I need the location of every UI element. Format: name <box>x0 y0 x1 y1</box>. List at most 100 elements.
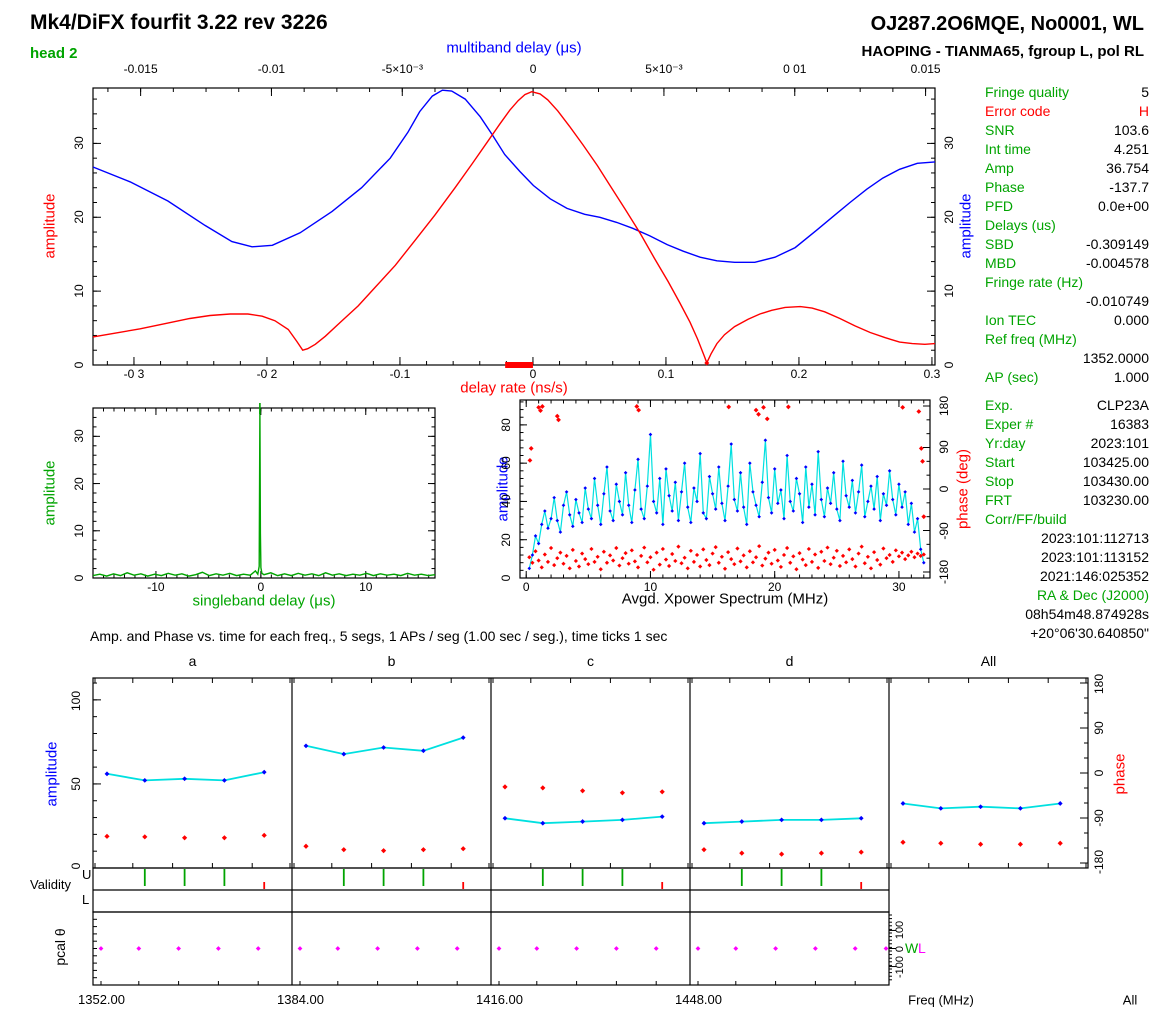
sidebar-row: MBD -0.004578 <box>985 254 1149 273</box>
sidebar-row-value: -0.010749 <box>1085 293 1149 309</box>
sidebar-row-label: Exper # <box>985 416 1034 432</box>
sidebar-row-label: FRT <box>985 492 1012 508</box>
tick-label: 20 <box>942 210 956 224</box>
tick-label: 20 <box>768 580 782 594</box>
sidebar-row: AP (sec) 1.000 <box>985 368 1149 387</box>
xpower-spectrum-axis-label: Avgd. Xpower Spectrum (MHz) <box>621 590 829 608</box>
sidebar-row-label: MBD <box>985 255 1017 271</box>
sidebar-row-value: 5 <box>1141 84 1149 100</box>
sidebar-row-label: Int time <box>985 141 1031 157</box>
tick-label: 0.1 <box>657 367 675 381</box>
sidebar-row-value: 103230.00 <box>1082 492 1149 508</box>
tick-label: 40 <box>499 494 513 509</box>
fringe-results-sidebar: Fringe quality 5 Error code H SNR 103.6 Int ti… <box>985 83 1149 643</box>
sidebar-row: Phase -137.7 <box>985 178 1149 197</box>
panel-header-d: d <box>785 653 794 669</box>
tick-label: 0 <box>72 361 86 369</box>
sidebar-row: 1352.0000 <box>985 349 1149 368</box>
sidebar-row-label: Delays (us) <box>985 217 1056 233</box>
tick-label: 100 <box>69 691 83 712</box>
sidebar-row-label: RA & Dec (J2000) <box>1036 587 1149 603</box>
tick-label: 20 <box>72 210 86 224</box>
sidebar-row-label: Exp. <box>985 397 1014 413</box>
tick-label: 90 <box>937 440 951 455</box>
sidebar-row-value: 2023:101 <box>1090 435 1149 451</box>
tick-label: 20 <box>72 476 86 491</box>
sidebar-row-value: H <box>1138 103 1149 119</box>
tick-label: 30 <box>72 136 86 151</box>
sidebar-row: 2021:146:025352 <box>985 567 1149 586</box>
tick-label: 10 <box>72 284 86 298</box>
tick-label: 10 <box>643 580 658 594</box>
tick-label: 0 <box>529 367 537 381</box>
tick-label: 0.2 <box>790 367 808 381</box>
sidebar-row: 2023:101:112713 <box>985 529 1149 548</box>
tick-label: 10 <box>72 524 86 538</box>
sidebar-row: Ion TEC 0.000 <box>985 311 1149 330</box>
sidebar-row: Exper # 16383 <box>985 415 1149 434</box>
freq-axis-label: Freq (MHz) <box>908 992 974 1008</box>
sidebar-row-value: 0.0e+00 <box>1098 198 1149 214</box>
panel-header-a: a <box>188 653 197 669</box>
singleband-amplitude-axis-label: amplitude <box>41 460 59 526</box>
singleband-delay-axis-label: singleband delay (μs) <box>192 592 336 610</box>
pcal-axis-label: pcal θ <box>52 928 68 966</box>
tick-label: 0 <box>72 574 86 582</box>
sidebar-row: Error code H <box>985 102 1149 121</box>
sidebar-row-label: PFD <box>985 198 1013 214</box>
multiband-delay-axis-label: multiband delay (μs) <box>446 39 582 57</box>
sidebar-row-value: 2023:101:113152 <box>1041 549 1149 565</box>
sidebar-row: Stop 103430.00 <box>985 472 1149 491</box>
tick-label: 180 <box>1092 673 1106 694</box>
tick-label: 60 <box>499 456 513 470</box>
sidebar-row-value: 103.6 <box>1113 122 1149 138</box>
sidebar-row-value: 08h54m48.874928s <box>1025 606 1149 622</box>
validity-label: Validity <box>30 877 71 892</box>
amp-phase-caption: Amp. and Phase vs. time for each freq., … <box>90 628 668 644</box>
tick-label: 30 <box>72 429 86 444</box>
sidebar-row: FRT 103230.00 <box>985 491 1149 510</box>
panel-header-c: c <box>587 653 594 669</box>
sidebar-row-value: -0.309149 <box>1085 236 1149 252</box>
sidebar-row: RA & Dec (J2000) <box>985 586 1149 605</box>
sidebar-row-value: 103430.00 <box>1082 473 1149 489</box>
sidebar-row: Fringe quality 5 <box>985 83 1149 102</box>
top-right-amplitude-axis-label: amplitude <box>957 193 975 259</box>
sidebar-row-value: +20°06'30.640850" <box>1030 625 1149 641</box>
tick-label: 100 <box>894 921 906 940</box>
tick-label: -0 2 <box>256 367 278 381</box>
sidebar-gap <box>985 387 1149 396</box>
tick-label: 20 <box>499 533 513 547</box>
sidebar-row-label: Ref freq (MHz) <box>985 331 1077 347</box>
pcal-station-l-label: L <box>918 940 926 956</box>
sidebar-row: Delays (us) <box>985 216 1149 235</box>
tick-label: 0 <box>937 485 951 493</box>
sidebar-row: -0.010749 <box>985 292 1149 311</box>
sidebar-row-label: Error code <box>985 103 1051 119</box>
sidebar-row: Fringe rate (Hz) <box>985 273 1149 292</box>
freq-tick-label: 1416.00 <box>476 992 523 1007</box>
bottom-phase-axis-label: phase <box>1111 753 1129 795</box>
sidebar-row: Ref freq (MHz) <box>985 330 1149 349</box>
sidebar-row-value: 36.754 <box>1106 160 1149 176</box>
sidebar-row-label: Fringe quality <box>985 84 1070 100</box>
panel-header-All: All <box>980 653 997 669</box>
sidebar-row-value: 2023:101:112713 <box>1041 530 1149 546</box>
sidebar-row: SBD -0.309149 <box>985 235 1149 254</box>
sidebar-row-label: AP (sec) <box>985 369 1039 385</box>
tick-label: 0 <box>894 945 906 952</box>
head-channel-label: head 2 <box>30 45 78 62</box>
page-title: Mk4/DiFX fourfit 3.22 rev 3226 <box>30 11 328 34</box>
baseline-title: HAOPING - TIANMA65, fgroup L, pol RL <box>861 43 1144 60</box>
freq-tick-label: 1352.00 <box>78 992 125 1007</box>
sidebar-row-label: Stop <box>985 473 1014 489</box>
tick-label: 10 <box>359 580 373 594</box>
tick-label: -0.01 <box>257 62 286 76</box>
freq-tick-label: 1448.00 <box>675 992 722 1007</box>
tick-label: 0 <box>499 574 513 582</box>
xpower-phase-axis-label: phase (deg) <box>954 448 972 530</box>
sidebar-row-label: SNR <box>985 122 1015 138</box>
tick-label: 90 <box>1092 721 1106 736</box>
tick-label: 0 <box>1092 769 1106 777</box>
tick-label: 0 01 <box>783 62 807 76</box>
